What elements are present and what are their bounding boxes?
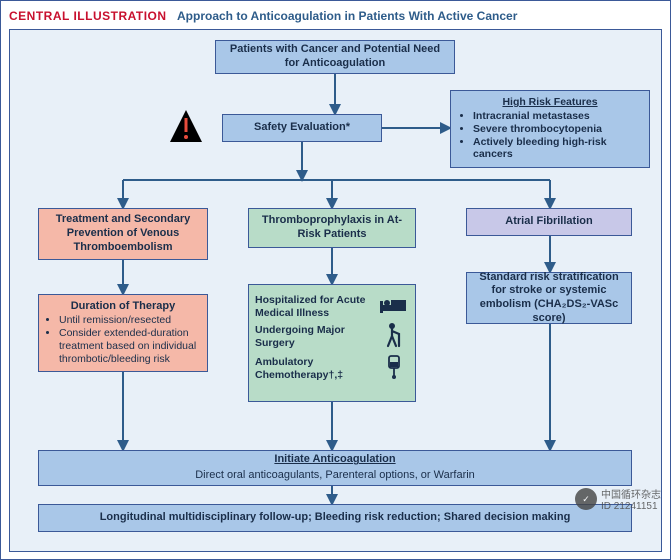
box-initiate: Initiate AnticoagulationDirect oral anti… <box>38 450 632 486</box>
box-patients: Patients with Cancer and Potential Need … <box>215 40 455 74</box>
walker-icon <box>383 322 405 348</box>
box-high-risk: High Risk FeaturesIntracranial metastase… <box>450 90 650 168</box>
header-blue-title: Approach to Anticoagulation in Patients … <box>177 9 517 23</box>
box-stratification: Standard risk stratification for stroke … <box>466 272 632 324</box>
box-longitudinal: Longitudinal multidisciplinary follow-up… <box>38 504 632 532</box>
watermark: ✓ 中国循环杂志 ID 21241151 <box>575 486 661 512</box>
watermark-line2: ID 21241151 <box>601 501 661 512</box>
warning-icon <box>168 108 204 144</box>
watermark-line1: 中国循环杂志 <box>601 486 661 501</box>
flowchart-canvas: Patients with Cancer and Potential Need … <box>9 29 662 552</box>
wechat-icon: ✓ <box>575 488 597 510</box>
header-red-label: CENTRAL ILLUSTRATION <box>9 9 167 23</box>
box-scenarios: Hospitalized for Acute Medical IllnessUn… <box>248 284 416 402</box>
box-safety-eval: Safety Evaluation* <box>222 114 382 142</box>
box-afib: Atrial Fibrillation <box>466 208 632 236</box>
iv-bag-icon <box>383 354 405 380</box>
box-prophylaxis: Thromboprophylaxis in At-Risk Patients <box>248 208 416 248</box>
box-duration: Duration of TherapyUntil remission/resec… <box>38 294 208 372</box>
figure-header: CENTRAL ILLUSTRATION Approach to Anticoa… <box>9 7 662 25</box>
figure-frame: CENTRAL ILLUSTRATION Approach to Anticoa… <box>0 0 671 560</box>
bed-icon <box>380 295 408 315</box>
box-vte: Treatment and Secondary Prevention of Ve… <box>38 208 208 260</box>
